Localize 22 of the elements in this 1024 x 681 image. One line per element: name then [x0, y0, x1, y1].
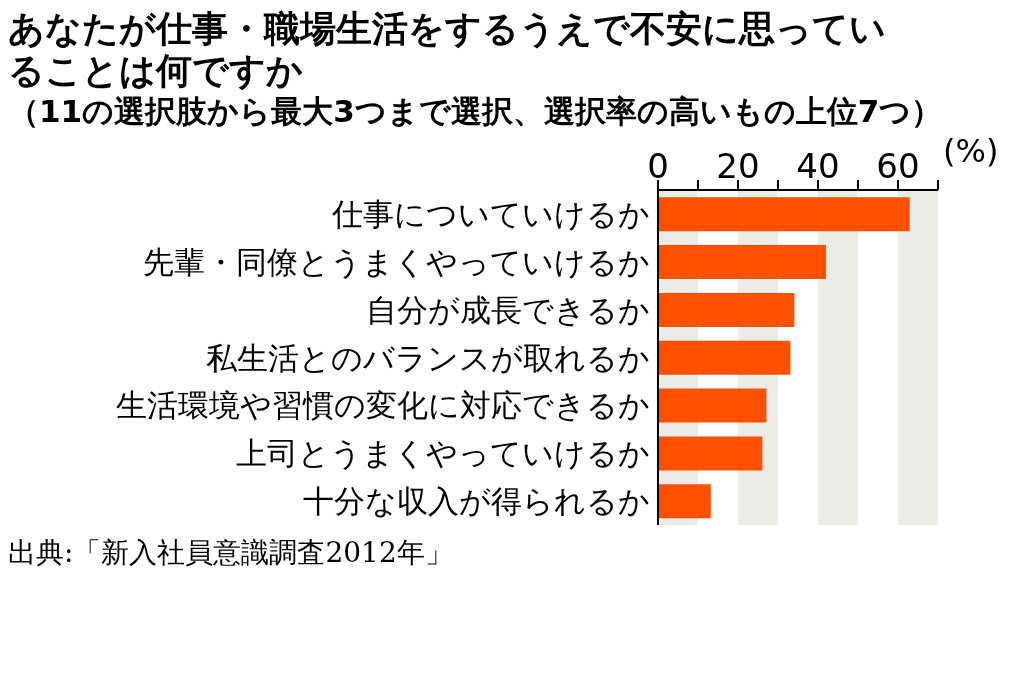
chart-title: あなたが仕事・職場生活をするうえで不安に思っていることは何ですか [8, 8, 887, 92]
source-note: 出典:「新入社員意識調査2012年」 [8, 535, 454, 571]
y-tick-label: 仕事についていけるか [331, 195, 650, 232]
y-tick-label: 生活環境や習慣の変化に対応できるか [116, 387, 650, 424]
x-tick-label: 60 [876, 146, 920, 186]
y-tick-label: 先輩・同僚とうまくやっていけるか [143, 243, 650, 280]
x-tick-label: 20 [716, 146, 760, 186]
bar [658, 245, 826, 280]
bar [658, 436, 763, 471]
bar [658, 484, 711, 519]
bar [658, 388, 767, 423]
y-tick-label: 十分な収入が得られるか [303, 483, 650, 520]
chart-subtitle: （11の選択肢から最大3つまで選択、選択率の高いもの上位7つ） [8, 92, 944, 130]
y-tick-label: 上司とうまくやっていけるか [236, 435, 650, 472]
y-tick-label: 自分が成長できるか [366, 291, 650, 328]
x-axis-title: (%) [943, 132, 999, 170]
bar [658, 197, 910, 232]
bar [658, 292, 795, 327]
x-tick-label: 0 [647, 146, 669, 186]
x-tick-label: 40 [796, 146, 840, 186]
y-tick-label: 私生活とのバランスが取れるか [206, 339, 650, 376]
bar [658, 340, 791, 375]
